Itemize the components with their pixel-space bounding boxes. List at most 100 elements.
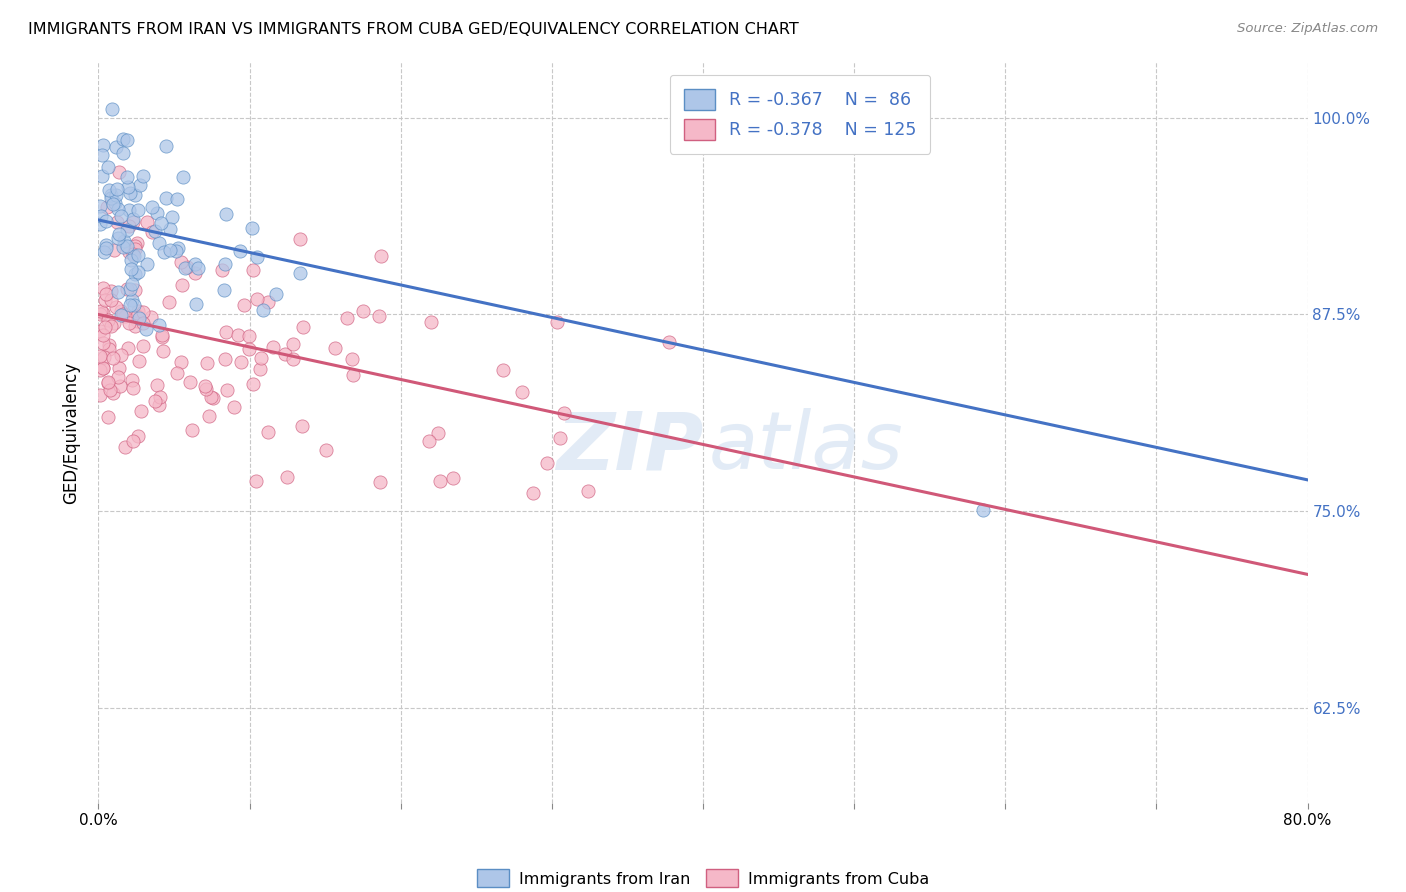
Point [419, 315, 441, 329]
Point [114, 309, 136, 323]
Point [89, 324, 111, 338]
Point [160, 210, 183, 224]
Point [115, 282, 138, 296]
Point [128, 354, 150, 368]
Point [131, 304, 153, 318]
Point [242, 377, 264, 392]
Point [107, 231, 129, 245]
Point [546, 315, 568, 329]
Point [108, 165, 131, 179]
Point [105, 182, 128, 196]
Point [187, 261, 209, 276]
Point [110, 209, 132, 223]
Point [132, 316, 155, 330]
Point [124, 187, 146, 202]
Point [121, 373, 143, 387]
Point [150, 329, 173, 343]
Point [122, 215, 145, 229]
Point [149, 390, 172, 404]
Point [155, 139, 177, 153]
Point [131, 339, 153, 353]
Point [135, 215, 157, 229]
Point [100, 284, 122, 298]
Point [89, 388, 111, 402]
Point [274, 346, 297, 360]
Point [124, 239, 146, 253]
Point [370, 250, 392, 264]
Point [120, 186, 142, 200]
Text: IMMIGRANTS FROM IRAN VS IMMIGRANTS FROM CUBA GED/EQUIVALENCY CORRELATION CHART: IMMIGRANTS FROM IRAN VS IMMIGRANTS FROM … [28, 22, 799, 37]
Point [104, 188, 127, 202]
Point [91, 361, 114, 376]
Point [91, 169, 114, 183]
Point [117, 180, 139, 194]
Point [441, 471, 464, 485]
Point [100, 319, 122, 334]
Point [101, 197, 124, 211]
Point [94, 240, 117, 254]
Point [90, 209, 112, 223]
Point [103, 317, 125, 331]
Point [118, 298, 141, 312]
Point [91, 281, 114, 295]
Point [127, 203, 149, 218]
Point [112, 234, 135, 248]
Point [184, 266, 207, 280]
Point [96, 200, 118, 214]
Point [103, 243, 125, 257]
Point [429, 474, 451, 488]
Point [238, 343, 260, 357]
Point [246, 250, 269, 264]
Point [125, 314, 148, 328]
Point [165, 244, 187, 259]
Point [120, 282, 142, 296]
Point [141, 225, 163, 239]
Point [972, 503, 994, 517]
Point [245, 474, 267, 488]
Point [211, 262, 233, 277]
Point [107, 360, 129, 375]
Point [576, 483, 599, 498]
Point [108, 227, 131, 242]
Point [193, 379, 215, 393]
Point [291, 320, 314, 334]
Point [183, 257, 205, 271]
Point [264, 287, 287, 301]
Point [89, 199, 111, 213]
Point [323, 341, 346, 355]
Point [89, 363, 111, 377]
Point [97, 313, 120, 327]
Point [195, 355, 218, 369]
Point [94, 293, 117, 307]
Point [152, 343, 174, 358]
Point [198, 409, 221, 423]
Point [107, 370, 129, 384]
Point [249, 351, 271, 365]
Point [368, 475, 391, 489]
Point [111, 307, 134, 321]
Point [214, 258, 236, 272]
Point [129, 178, 152, 193]
Point [117, 341, 139, 355]
Point [98, 383, 121, 397]
Point [214, 352, 236, 367]
Point [288, 232, 311, 246]
Point [256, 295, 278, 310]
Point [166, 366, 188, 380]
Point [231, 355, 253, 369]
Point [143, 393, 166, 408]
Point [112, 146, 135, 161]
Point [124, 318, 146, 333]
Point [118, 202, 141, 217]
Point [179, 375, 201, 389]
Point [135, 321, 157, 335]
Point [427, 426, 450, 441]
Point [146, 206, 169, 220]
Point [127, 248, 149, 262]
Point [418, 434, 440, 449]
Point [97, 183, 120, 197]
Point [173, 261, 195, 276]
Point [122, 246, 145, 260]
Point [290, 266, 312, 280]
Point [93, 350, 115, 364]
